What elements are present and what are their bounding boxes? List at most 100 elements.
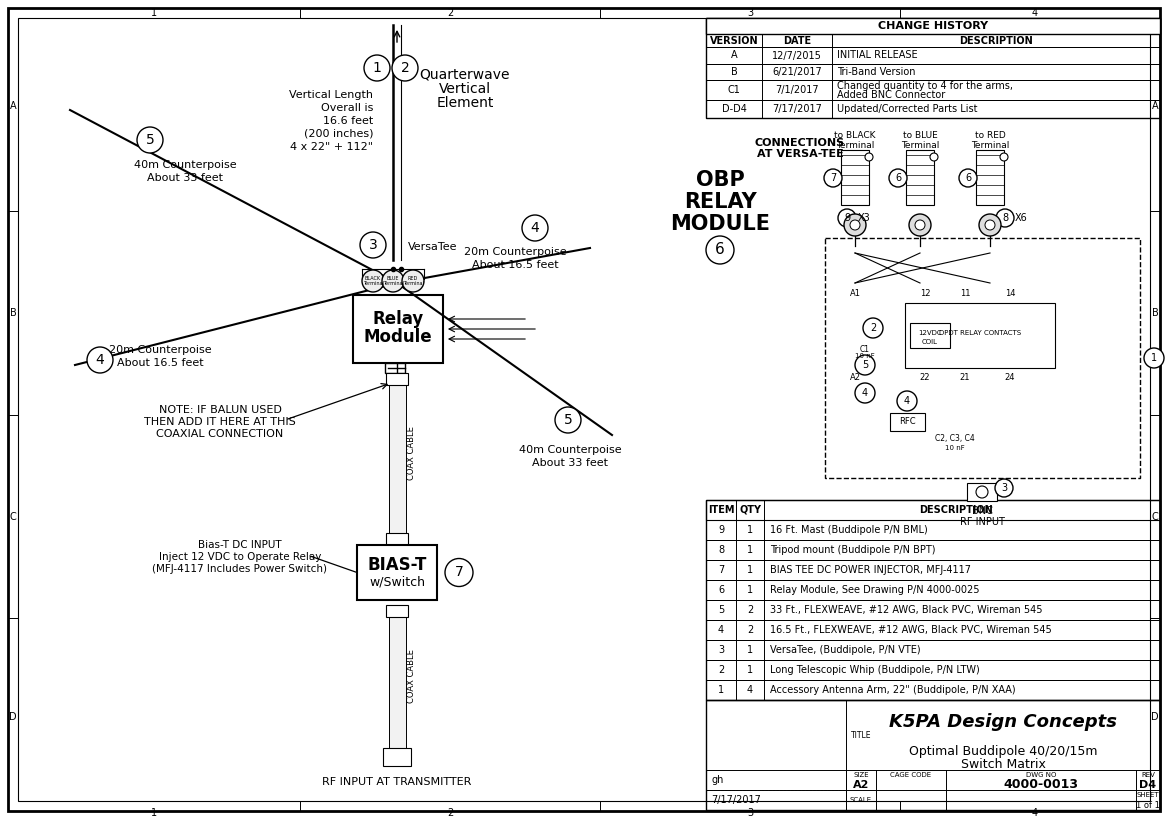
Circle shape bbox=[995, 479, 1013, 497]
Circle shape bbox=[1143, 348, 1164, 368]
Circle shape bbox=[402, 270, 424, 292]
Text: 1: 1 bbox=[1150, 353, 1157, 363]
Text: Overall is: Overall is bbox=[321, 103, 373, 113]
Text: C1: C1 bbox=[728, 85, 741, 95]
Circle shape bbox=[855, 383, 875, 403]
Text: 6: 6 bbox=[718, 585, 724, 595]
Text: SIZE: SIZE bbox=[853, 772, 869, 778]
Circle shape bbox=[855, 355, 875, 375]
Text: BNC: BNC bbox=[972, 506, 993, 516]
Text: COIL: COIL bbox=[922, 339, 938, 345]
Bar bbox=[705, 700, 1160, 810]
Text: CHANGE HISTORY: CHANGE HISTORY bbox=[878, 21, 988, 31]
Text: BLACK
Terminal: BLACK Terminal bbox=[362, 276, 383, 287]
Bar bbox=[705, 18, 1160, 34]
Text: (200 inches): (200 inches) bbox=[304, 129, 373, 139]
Text: 10 nF: 10 nF bbox=[945, 445, 965, 451]
Text: Added BNC Connector: Added BNC Connector bbox=[837, 90, 945, 100]
Text: (MFJ-4117 Includes Power Switch): (MFJ-4117 Includes Power Switch) bbox=[153, 564, 327, 574]
Circle shape bbox=[959, 169, 976, 187]
Bar bbox=[705, 580, 1160, 600]
Text: A: A bbox=[9, 101, 16, 111]
Text: 22: 22 bbox=[919, 373, 930, 382]
Text: 8: 8 bbox=[1002, 213, 1008, 223]
Text: Long Telescopic Whip (Buddipole, P/N LTW): Long Telescopic Whip (Buddipole, P/N LTW… bbox=[770, 665, 980, 675]
Text: 4 x 22" + 112": 4 x 22" + 112" bbox=[290, 142, 373, 152]
Bar bbox=[385, 373, 408, 385]
Text: MODULE: MODULE bbox=[670, 214, 770, 234]
Text: 6: 6 bbox=[715, 242, 725, 257]
Bar bbox=[705, 680, 1160, 700]
Text: OBP: OBP bbox=[696, 170, 744, 190]
Text: VERSION: VERSION bbox=[710, 35, 758, 46]
Text: 3: 3 bbox=[1001, 483, 1007, 493]
Bar bbox=[385, 605, 408, 617]
Text: DPDT RELAY CONTACTS: DPDT RELAY CONTACTS bbox=[939, 330, 1021, 336]
Text: 16.5 Ft., FLEXWEAVE, #12 AWG, Black PVC, Wireman 545: 16.5 Ft., FLEXWEAVE, #12 AWG, Black PVC,… bbox=[770, 625, 1051, 635]
Text: 6: 6 bbox=[965, 173, 971, 183]
Bar bbox=[389, 373, 405, 533]
Text: Terminal: Terminal bbox=[901, 141, 939, 150]
Bar bbox=[705, 64, 1160, 80]
Circle shape bbox=[863, 318, 883, 338]
Text: 7/17/2017: 7/17/2017 bbox=[772, 104, 822, 114]
Text: 1: 1 bbox=[151, 8, 157, 18]
Circle shape bbox=[930, 153, 938, 161]
Text: Changed quantity to 4 for the arms,: Changed quantity to 4 for the arms, bbox=[837, 81, 1013, 91]
Text: Accessory Antenna Arm, 22" (Buddipole, P/N XAA): Accessory Antenna Arm, 22" (Buddipole, P… bbox=[770, 685, 1016, 695]
Text: 1: 1 bbox=[748, 525, 753, 535]
Circle shape bbox=[979, 214, 1001, 236]
Text: THEN ADD IT HERE AT THIS: THEN ADD IT HERE AT THIS bbox=[144, 417, 296, 427]
Bar bbox=[389, 605, 405, 748]
Text: to RED: to RED bbox=[974, 130, 1006, 139]
Bar bbox=[383, 748, 411, 766]
Text: RF INPUT AT TRANSMITTER: RF INPUT AT TRANSMITTER bbox=[322, 777, 472, 787]
Text: A2: A2 bbox=[853, 780, 869, 790]
Text: 2: 2 bbox=[447, 808, 453, 818]
Circle shape bbox=[86, 347, 113, 373]
Text: X3: X3 bbox=[858, 213, 871, 223]
Text: to BLACK: to BLACK bbox=[834, 130, 876, 139]
Text: Tri-Band Version: Tri-Band Version bbox=[837, 67, 916, 77]
Bar bbox=[841, 150, 869, 205]
Circle shape bbox=[865, 153, 872, 161]
Text: X6: X6 bbox=[1015, 213, 1028, 223]
Text: Tripod mount (Buddipole P/N BPT): Tripod mount (Buddipole P/N BPT) bbox=[770, 545, 936, 555]
Text: 7: 7 bbox=[718, 565, 724, 575]
Bar bbox=[705, 620, 1160, 640]
Text: COAX CABLE: COAX CABLE bbox=[408, 649, 417, 704]
Text: 5: 5 bbox=[146, 133, 154, 147]
Circle shape bbox=[909, 214, 931, 236]
Text: QTY: QTY bbox=[739, 505, 762, 515]
Text: About 33 feet: About 33 feet bbox=[147, 173, 223, 183]
Text: C: C bbox=[9, 512, 16, 522]
Text: 1: 1 bbox=[748, 545, 753, 555]
Text: C2, C3, C4: C2, C3, C4 bbox=[936, 433, 975, 442]
Text: 2: 2 bbox=[870, 323, 876, 333]
Text: 12/7/2015: 12/7/2015 bbox=[772, 51, 822, 61]
Text: CAGE CODE: CAGE CODE bbox=[890, 772, 932, 778]
Text: A2: A2 bbox=[850, 373, 861, 382]
Text: VersaTee: VersaTee bbox=[408, 242, 458, 252]
Text: Quarterwave: Quarterwave bbox=[419, 68, 510, 82]
Text: DESCRIPTION: DESCRIPTION bbox=[919, 505, 993, 515]
Bar bbox=[910, 323, 950, 348]
Text: 3: 3 bbox=[748, 8, 753, 18]
Text: C1: C1 bbox=[860, 346, 870, 355]
Circle shape bbox=[705, 236, 734, 264]
Text: 2: 2 bbox=[746, 605, 753, 615]
Text: 4: 4 bbox=[748, 685, 753, 695]
Circle shape bbox=[392, 55, 418, 81]
Text: 2: 2 bbox=[447, 8, 453, 18]
Bar bbox=[385, 363, 405, 373]
Text: ITEM: ITEM bbox=[708, 505, 735, 515]
Circle shape bbox=[985, 220, 995, 230]
Text: 21: 21 bbox=[960, 373, 971, 382]
Circle shape bbox=[996, 209, 1014, 227]
Text: 6/21/2017: 6/21/2017 bbox=[772, 67, 822, 77]
Bar bbox=[705, 80, 1160, 100]
Bar bbox=[906, 150, 934, 205]
Bar bbox=[825, 238, 1140, 478]
Text: 24: 24 bbox=[1004, 373, 1015, 382]
Text: 2: 2 bbox=[401, 61, 409, 75]
